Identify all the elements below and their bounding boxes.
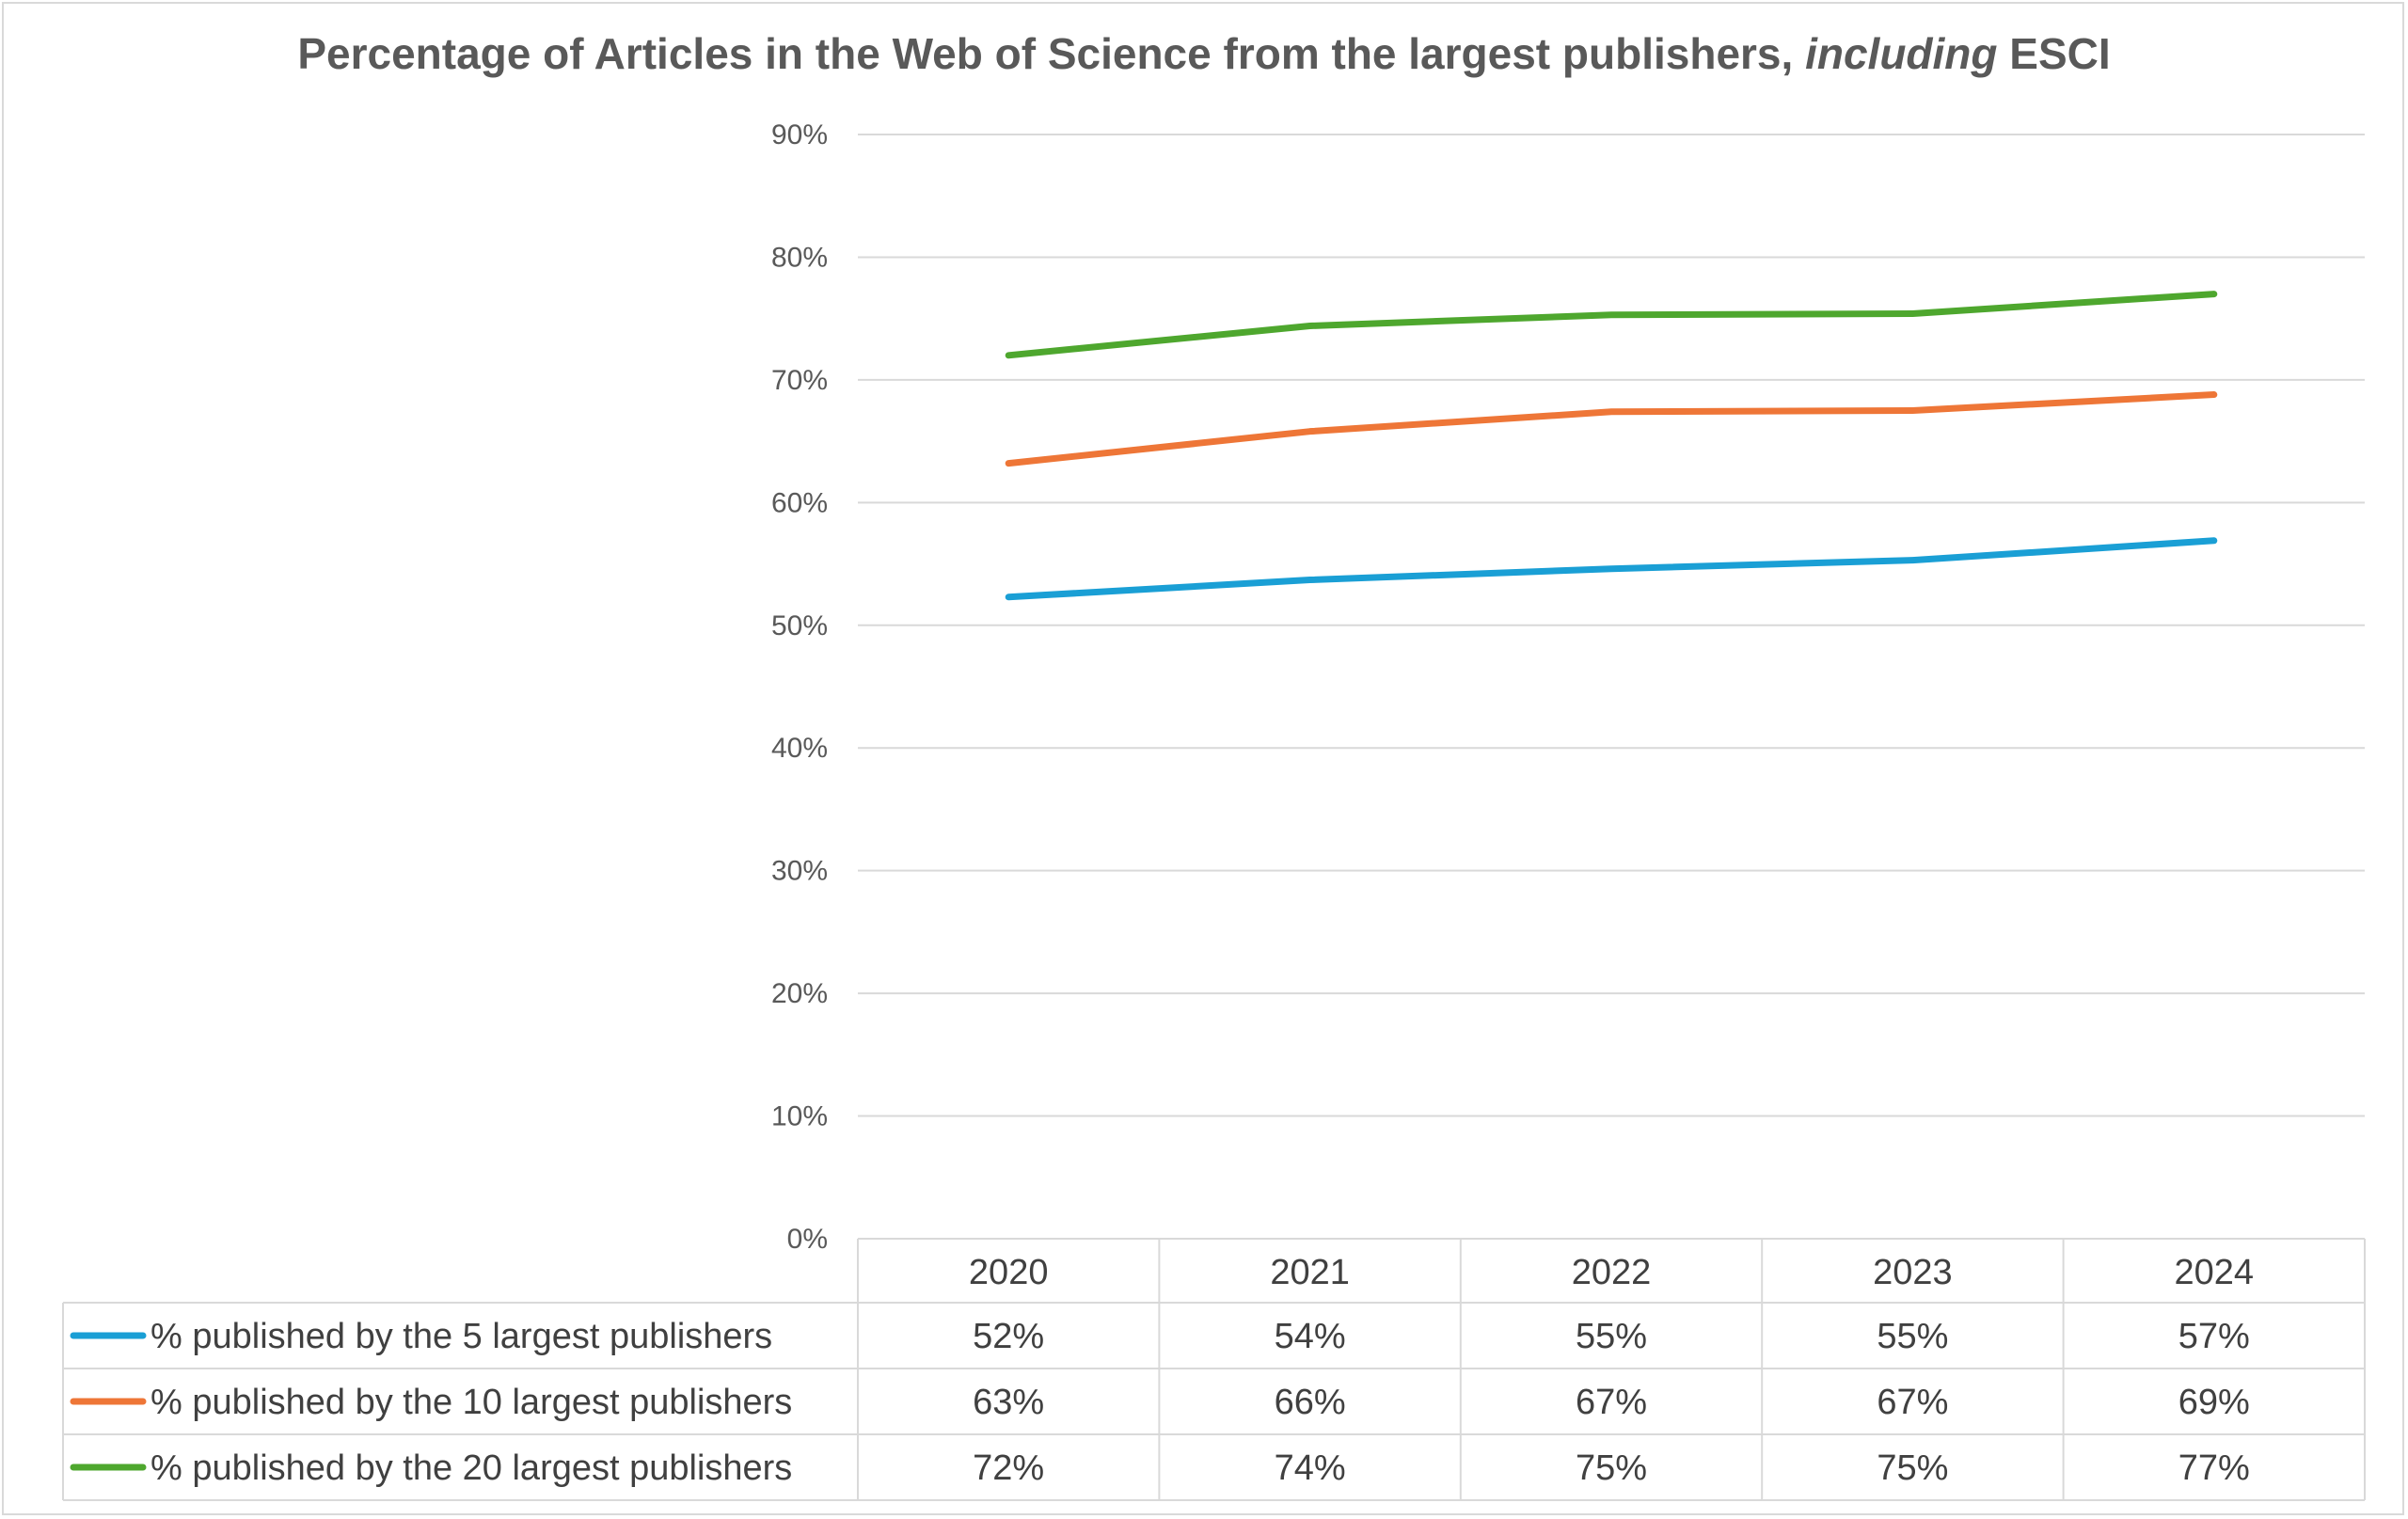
data-label: 52% bbox=[973, 1317, 1044, 1356]
y-axis-ticks: 0% 10% 20% 30% 40% 50% 60% 70% 80% 90% bbox=[771, 119, 828, 1255]
y-tick-label: 10% bbox=[771, 1101, 828, 1132]
data-table: 2020 2021 2022 2023 2024 % published by the 5… bbox=[62, 1238, 2366, 1501]
data-label: 54% bbox=[1275, 1317, 1346, 1356]
data-label: 75% bbox=[1576, 1448, 1647, 1488]
data-label: 55% bbox=[1877, 1317, 1948, 1356]
data-label: 63% bbox=[973, 1383, 1044, 1422]
data-label: 74% bbox=[1275, 1448, 1346, 1488]
y-tick-label: 80% bbox=[771, 242, 828, 273]
y-tick-label: 90% bbox=[771, 119, 828, 150]
chart-title-prefix: Percentage of Articles in the Web of Sci… bbox=[297, 29, 1794, 78]
data-label: 67% bbox=[1576, 1383, 1647, 1422]
chart-title-suffix: ESCI bbox=[2009, 29, 2111, 78]
series-line bbox=[1005, 391, 2218, 467]
x-tick-label: 2023 bbox=[1873, 1253, 1953, 1292]
x-tick-label: 2021 bbox=[1270, 1253, 1350, 1292]
y-tick-label: 20% bbox=[771, 978, 828, 1009]
data-label: 67% bbox=[1877, 1383, 1948, 1422]
x-tick-label: 2024 bbox=[2175, 1253, 2255, 1292]
y-tick-label: 40% bbox=[771, 733, 828, 764]
data-label: 69% bbox=[2178, 1383, 2250, 1422]
data-label: 55% bbox=[1576, 1317, 1647, 1356]
legend-label: % published by the 20 largest publishers bbox=[150, 1448, 792, 1488]
y-tick-label: 50% bbox=[771, 610, 828, 641]
chart-title: Percentage of Articles in the Web of Sci… bbox=[0, 28, 2408, 79]
series-line bbox=[1005, 537, 2218, 601]
data-label: 66% bbox=[1275, 1383, 1346, 1422]
data-label: 77% bbox=[2178, 1448, 2250, 1488]
chart-title-italic: including bbox=[1805, 29, 1998, 78]
gridlines bbox=[858, 134, 2365, 1117]
series-line bbox=[1005, 291, 2218, 359]
y-tick-label: 30% bbox=[771, 856, 828, 887]
y-tick-label: 70% bbox=[771, 365, 828, 396]
series-lines bbox=[1005, 291, 2218, 601]
legend-label: % published by the 10 largest publishers bbox=[150, 1383, 792, 1422]
legend-label: % published by the 5 largest publishers bbox=[150, 1317, 772, 1356]
x-tick-label: 2022 bbox=[1572, 1253, 1652, 1292]
x-tick-label: 2020 bbox=[969, 1253, 1049, 1292]
data-label: 75% bbox=[1877, 1448, 1948, 1488]
data-label: 72% bbox=[973, 1448, 1044, 1488]
y-tick-label: 0% bbox=[787, 1224, 828, 1255]
data-label: 57% bbox=[2178, 1317, 2250, 1356]
y-tick-label: 60% bbox=[771, 487, 828, 518]
